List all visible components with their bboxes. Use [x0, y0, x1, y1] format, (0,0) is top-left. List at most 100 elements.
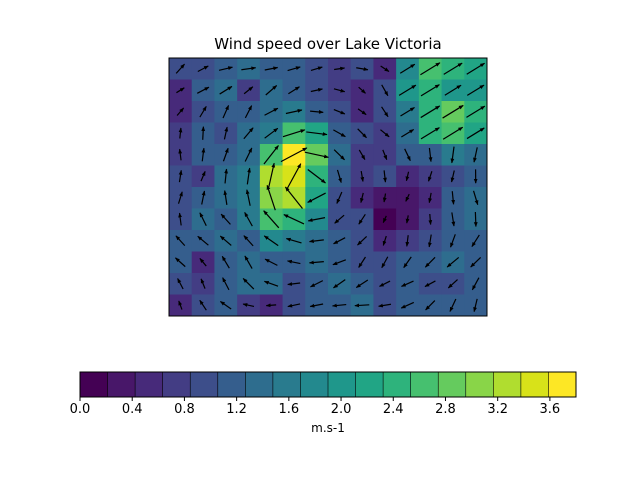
colorbar-level — [520, 372, 549, 397]
wind-arrow — [336, 169, 342, 184]
wind-arrow — [310, 88, 323, 93]
colorbar-tick-label: 0.8 — [174, 402, 195, 417]
wind-arrow — [333, 88, 346, 93]
wind-arrow — [263, 210, 280, 229]
wind-arrow — [451, 191, 456, 205]
wind-arrow — [420, 127, 440, 140]
wind-arrow — [244, 105, 253, 119]
wind-arrow — [355, 279, 369, 289]
wind-arrow — [428, 213, 433, 225]
colorbar-level — [80, 372, 108, 397]
wind-arrow — [175, 257, 186, 268]
wind-arrow — [379, 280, 391, 287]
wind-arrow — [307, 192, 326, 203]
colorbar-tick-label: 3.2 — [487, 402, 508, 417]
wind-arrow — [354, 303, 370, 308]
wind-arrow — [466, 105, 486, 118]
wind-arrow — [201, 147, 206, 162]
wind-arrow — [473, 147, 478, 163]
wind-arrow — [333, 149, 345, 161]
wind-arrow — [420, 62, 441, 76]
wind-arrow — [286, 163, 302, 190]
colorbar-level — [493, 372, 522, 397]
wind-arrow — [450, 146, 455, 164]
colorbar-level — [410, 372, 439, 397]
wind-arrow — [199, 105, 207, 118]
wind-arrow — [219, 85, 233, 95]
wind-arrow — [358, 256, 366, 268]
wind-arrow — [358, 213, 366, 225]
wind-arrow — [447, 279, 458, 289]
wind-arrow — [263, 280, 279, 287]
wind-arrow — [200, 278, 206, 289]
wind-arrow — [382, 193, 387, 203]
wind-arrow — [241, 66, 257, 71]
wind-arrow — [244, 147, 253, 162]
wind-arrow — [380, 65, 390, 72]
wind-arrow — [398, 84, 417, 96]
wind-arrow — [405, 171, 410, 182]
wind-arrow — [196, 86, 210, 94]
wind-arrow — [266, 184, 276, 211]
wind-arrow — [283, 213, 305, 225]
wind-arrow — [243, 86, 254, 95]
wind-arrow — [306, 131, 328, 136]
wind-arrow — [310, 66, 323, 72]
wind-arrow — [401, 280, 414, 287]
wind-arrow — [264, 127, 279, 139]
colorbar-tick-label: 2.4 — [383, 402, 404, 417]
wind-arrow — [199, 212, 207, 226]
wind-arrow — [380, 129, 390, 138]
wind-arrow — [332, 303, 347, 308]
wind-arrow — [444, 84, 462, 96]
wind-arrow — [333, 108, 346, 115]
wind-arrow — [200, 170, 206, 182]
colorbar-level — [328, 372, 356, 397]
wind-arrow — [263, 235, 279, 247]
wind-arrow — [336, 191, 343, 204]
wind-arrow — [197, 235, 209, 246]
wind-arrow — [420, 105, 441, 119]
wind-arrow — [357, 108, 367, 116]
wind-arrow — [334, 214, 345, 224]
wind-arrow — [472, 190, 479, 206]
wind-arrow — [466, 84, 485, 96]
wind-arrow — [176, 107, 185, 116]
wind-arrow — [381, 84, 389, 97]
wind-arrow — [178, 169, 183, 183]
wind-arrow — [201, 126, 206, 140]
colorbar-tick-label: 0.4 — [122, 402, 143, 417]
wind-arrow — [471, 234, 480, 247]
wind-arrow — [471, 277, 480, 291]
wind-arrow — [287, 303, 301, 308]
wind-arrow — [243, 235, 254, 247]
colorbar-level — [300, 372, 329, 397]
wind-arrow — [405, 235, 410, 247]
speed-field — [169, 58, 487, 316]
wind-arrow — [220, 213, 231, 225]
wind-arrow — [222, 147, 229, 162]
colorbar-label: m.s-1 — [311, 421, 345, 435]
wind-arrow — [282, 129, 306, 138]
wind-arrow — [304, 151, 329, 159]
colorbar-level — [548, 372, 577, 397]
wind-arrow — [178, 127, 183, 139]
wind-arrow — [401, 128, 415, 138]
wind-arrow — [381, 256, 389, 269]
wind-arrow — [285, 237, 302, 244]
wind-arrow — [175, 235, 186, 247]
wind-arrow — [334, 66, 346, 71]
wind-arrow — [308, 260, 324, 265]
wind-arrow — [219, 235, 232, 246]
wind-arrow — [308, 239, 324, 243]
wind-arrow — [220, 300, 232, 310]
wind-arrow — [446, 256, 460, 268]
wind-arrow — [243, 127, 254, 140]
wind-arrow — [199, 299, 207, 311]
wind-arrow — [332, 259, 347, 266]
colorbar-level — [217, 372, 246, 397]
wind-arrow — [442, 104, 464, 119]
wind-arrow — [358, 149, 366, 161]
wind-arrow — [246, 167, 251, 185]
wind-arrow — [285, 109, 303, 115]
